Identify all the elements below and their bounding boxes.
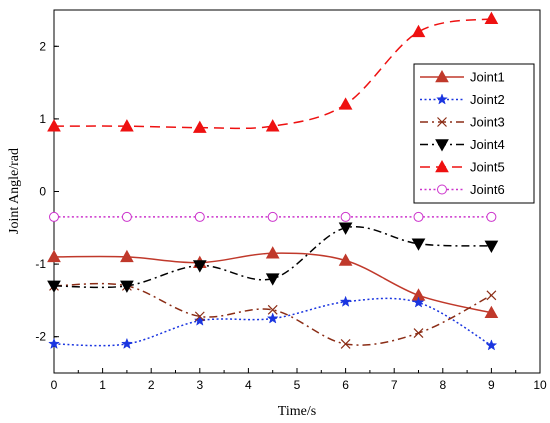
data-point-joint4 xyxy=(484,240,499,253)
legend-marker xyxy=(435,139,449,152)
legend-marker xyxy=(437,184,447,195)
series-joint2 xyxy=(48,295,498,351)
series-line-joint2 xyxy=(53,297,492,347)
legend-label: Joint6 xyxy=(470,182,505,197)
data-point-joint2 xyxy=(193,314,206,326)
data-point-joint3 xyxy=(340,339,351,349)
data-point-joint1 xyxy=(47,249,61,263)
data-point-joint6 xyxy=(340,211,351,222)
data-point-joint6 xyxy=(194,211,205,222)
data-point-joint1 xyxy=(484,305,499,319)
y-axis-title: Joint Angle/rad xyxy=(7,148,22,234)
legend-item-joint3: Joint3 xyxy=(420,115,505,130)
legend-item-joint2: Joint2 xyxy=(420,92,505,107)
x-tick-label: 5 xyxy=(294,378,301,392)
legend-item-joint1: Joint1 xyxy=(420,70,505,85)
data-point-joint6 xyxy=(121,211,132,222)
x-tick-label: 9 xyxy=(488,378,495,392)
data-point-joint3 xyxy=(413,328,424,338)
legend-label: Joint5 xyxy=(470,160,505,175)
data-point-joint4 xyxy=(192,260,207,273)
x-tick-label: 4 xyxy=(245,378,252,392)
data-point-joint5 xyxy=(338,97,353,110)
data-point-joint5 xyxy=(484,11,499,25)
data-point-joint5 xyxy=(120,119,134,132)
data-point-joint3 xyxy=(194,311,205,322)
data-point-joint5 xyxy=(265,119,280,132)
data-point-joint3 xyxy=(486,290,497,301)
legend-box xyxy=(413,63,535,204)
x-tick-label: 10 xyxy=(533,378,547,392)
legend-label: Joint4 xyxy=(470,137,505,152)
data-point-joint1 xyxy=(338,253,353,266)
data-point-joint4 xyxy=(120,280,134,293)
legend: Joint1 Joint2 Joint3 Joint4 Joint5 Joint6 xyxy=(413,63,535,204)
x-tick-label: 2 xyxy=(148,378,155,392)
axes: 0 1 2 3 4 5 6 7 8 9 10 -2 -1 0 1 2 xyxy=(35,39,547,392)
data-point-joint2 xyxy=(412,296,425,308)
data-point-joint2 xyxy=(266,312,279,324)
y-tick-label: 1 xyxy=(39,112,46,126)
data-point-joint6 xyxy=(267,211,278,222)
x-tick-label: 3 xyxy=(196,378,203,392)
x-tick-label: 7 xyxy=(391,378,398,392)
legend-item-joint6: Joint6 xyxy=(420,182,505,197)
data-point-joint1 xyxy=(265,246,280,259)
data-point-joint5 xyxy=(411,24,426,38)
legend-marker xyxy=(435,69,449,83)
series-layer xyxy=(47,11,499,351)
data-point-joint6 xyxy=(486,211,497,222)
legend-marker xyxy=(435,159,449,173)
legend-label: Joint1 xyxy=(470,70,505,85)
y-tick-label: 2 xyxy=(39,39,46,53)
data-point-joint4 xyxy=(338,222,353,235)
data-point-joint6 xyxy=(49,211,59,222)
y-tick-label: -1 xyxy=(35,257,46,271)
x-tick-label: 1 xyxy=(99,378,106,392)
y-tick-label: 0 xyxy=(39,185,46,199)
legend-label: Joint2 xyxy=(470,92,505,107)
data-point-joint5 xyxy=(192,120,207,133)
data-point-joint4 xyxy=(265,273,280,286)
x-tick-label: 0 xyxy=(51,378,58,392)
legend-item-joint4: Joint4 xyxy=(420,137,505,152)
series-joint6 xyxy=(49,211,497,222)
series-joint5 xyxy=(47,11,499,133)
legend-label: Joint3 xyxy=(470,115,505,130)
legend-marker xyxy=(437,117,447,127)
data-point-joint6 xyxy=(413,211,424,222)
data-point-joint2 xyxy=(485,339,498,351)
y-tick-label: -2 xyxy=(35,330,46,344)
legend-marker xyxy=(436,93,448,105)
x-tick-label: 6 xyxy=(342,378,349,392)
x-axis-title: Time/s xyxy=(278,404,316,419)
data-point-joint2 xyxy=(48,337,60,349)
data-point-joint4 xyxy=(411,238,426,251)
data-point-joint4 xyxy=(47,280,61,293)
data-point-joint1 xyxy=(120,249,134,263)
data-point-joint3 xyxy=(267,304,278,315)
x-tick-label: 8 xyxy=(439,378,446,392)
data-point-joint5 xyxy=(47,119,61,132)
legend-item-joint5: Joint5 xyxy=(420,160,505,175)
data-point-joint2 xyxy=(120,337,133,349)
data-point-joint2 xyxy=(339,295,352,307)
series-joint4 xyxy=(47,222,499,293)
